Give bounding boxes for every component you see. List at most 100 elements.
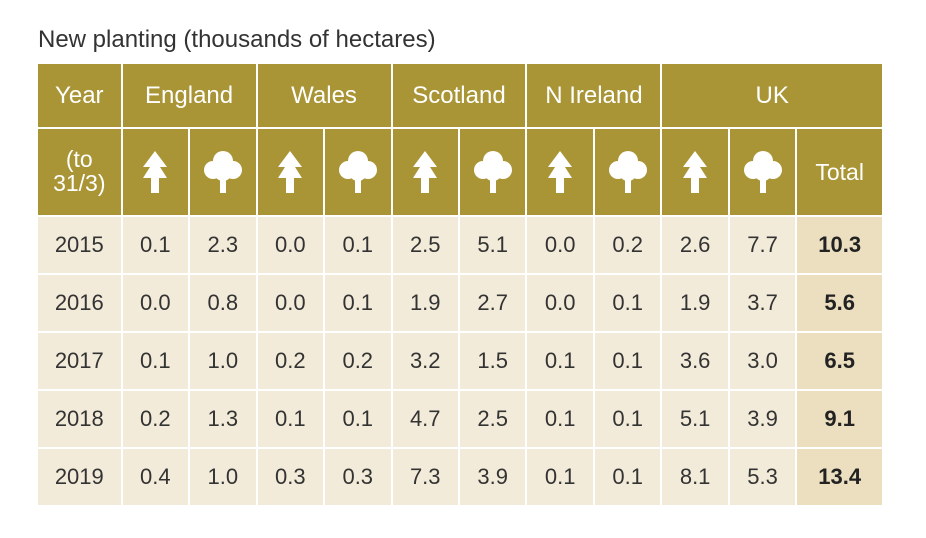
value-cell: 0.2 — [594, 215, 663, 273]
type-header-n-ireland-conifer — [527, 129, 595, 215]
value-cell: 1.5 — [459, 331, 528, 389]
value-cell: 3.6 — [662, 331, 730, 389]
table-title: New planting (thousands of hectares) — [38, 26, 436, 53]
value-cell: 0.8 — [190, 273, 258, 331]
value-cell: 0.1 — [122, 215, 191, 273]
total-header: Total — [797, 129, 882, 215]
value-cell: 0.1 — [527, 447, 595, 505]
new-planting-table: Year England Wales Scotland N Ireland UK… — [38, 64, 882, 505]
conifer-icon — [682, 151, 708, 193]
table-row: 2016 0.0 0.8 0.0 0.1 1.9 2.7 0.0 0.1 1.9 3.7 5.6 — [38, 273, 882, 331]
value-cell: 0.0 — [257, 215, 326, 273]
value-cell: 0.0 — [257, 273, 326, 331]
value-cell: 0.1 — [122, 331, 191, 389]
year-cell: 2019 — [38, 447, 123, 505]
value-cell: 3.9 — [459, 447, 528, 505]
value-cell: 7.7 — [729, 215, 798, 273]
value-cell: 5.3 — [729, 447, 798, 505]
total-cell: 5.6 — [797, 273, 882, 331]
type-header-scotland-conifer — [392, 129, 460, 215]
total-cell: 6.5 — [797, 331, 882, 389]
value-cell: 0.1 — [594, 389, 663, 447]
total-cell: 13.4 — [797, 447, 882, 505]
year-sub-line2: 31/3) — [53, 170, 106, 196]
value-cell: 0.4 — [122, 447, 191, 505]
table-row: 2017 0.1 1.0 0.2 0.2 3.2 1.5 0.1 0.1 3.6 3.0 6.5 — [38, 331, 882, 389]
region-header-n-ireland: N Ireland — [527, 64, 663, 129]
value-cell: 0.1 — [594, 447, 663, 505]
value-cell: 0.3 — [257, 447, 326, 505]
value-cell: 1.9 — [392, 273, 460, 331]
region-header-uk: UK — [662, 64, 882, 129]
value-cell: 1.9 — [662, 273, 730, 331]
year-sub-line1: (to — [65, 146, 93, 172]
table-body: 2015 0.1 2.3 0.0 0.1 2.5 5.1 0.0 0.2 2.6 7.7 10.3 20… — [38, 215, 882, 505]
conifer-icon — [142, 151, 168, 193]
value-cell: 0.1 — [325, 215, 393, 273]
total-cell: 9.1 — [797, 389, 882, 447]
year-cell: 2016 — [38, 273, 123, 331]
value-cell: 1.3 — [190, 389, 258, 447]
conifer-icon — [412, 151, 438, 193]
header-row-types: (to 31/3) Total — [38, 129, 882, 215]
type-header-n-ireland-broadleaf — [594, 129, 663, 215]
broadleaf-icon — [473, 151, 512, 193]
value-cell: 0.0 — [527, 215, 595, 273]
value-cell: 0.2 — [257, 331, 326, 389]
table-row: 2019 0.4 1.0 0.3 0.3 7.3 3.9 0.1 0.1 8.1 5.3 13.4 — [38, 447, 882, 505]
value-cell: 2.5 — [459, 389, 528, 447]
table-row: 2018 0.2 1.3 0.1 0.1 4.7 2.5 0.1 0.1 5.1 3.9 9.1 — [38, 389, 882, 447]
value-cell: 0.2 — [122, 389, 191, 447]
value-cell: 8.1 — [662, 447, 730, 505]
type-header-wales-conifer — [257, 129, 326, 215]
region-header-scotland: Scotland — [392, 64, 528, 129]
year-subheader: (to 31/3) — [38, 129, 123, 215]
type-header-england-conifer — [122, 129, 191, 215]
value-cell: 3.2 — [392, 331, 460, 389]
value-cell: 0.1 — [527, 331, 595, 389]
value-cell: 3.0 — [729, 331, 798, 389]
year-cell: 2017 — [38, 331, 123, 389]
type-header-wales-broadleaf — [325, 129, 393, 215]
type-header-uk-conifer — [662, 129, 730, 215]
value-cell: 0.1 — [325, 389, 393, 447]
conifer-icon — [277, 151, 303, 193]
broadleaf-icon — [743, 151, 782, 193]
table-row: 2015 0.1 2.3 0.0 0.1 2.5 5.1 0.0 0.2 2.6 7.7 10.3 — [38, 215, 882, 273]
broadleaf-icon — [338, 151, 377, 193]
value-cell: 0.1 — [527, 389, 595, 447]
value-cell: 2.6 — [662, 215, 730, 273]
value-cell: 0.3 — [325, 447, 393, 505]
broadleaf-icon — [608, 151, 647, 193]
value-cell: 5.1 — [459, 215, 528, 273]
value-cell: 5.1 — [662, 389, 730, 447]
value-cell: 1.0 — [190, 447, 258, 505]
broadleaf-icon — [203, 151, 242, 193]
value-cell: 0.0 — [527, 273, 595, 331]
region-header-wales: Wales — [257, 64, 393, 129]
value-cell: 3.9 — [729, 389, 798, 447]
value-cell: 2.7 — [459, 273, 528, 331]
type-header-scotland-broadleaf — [459, 129, 528, 215]
value-cell: 4.7 — [392, 389, 460, 447]
year-header: Year — [38, 64, 123, 129]
value-cell: 7.3 — [392, 447, 460, 505]
value-cell: 0.1 — [594, 273, 663, 331]
total-cell: 10.3 — [797, 215, 882, 273]
header-row-regions: Year England Wales Scotland N Ireland UK — [38, 64, 882, 129]
value-cell: 1.0 — [190, 331, 258, 389]
value-cell: 3.7 — [729, 273, 798, 331]
type-header-england-broadleaf — [190, 129, 258, 215]
conifer-icon — [547, 151, 573, 193]
value-cell: 0.2 — [325, 331, 393, 389]
value-cell: 0.1 — [594, 331, 663, 389]
value-cell: 2.3 — [190, 215, 258, 273]
value-cell: 0.1 — [325, 273, 393, 331]
value-cell: 2.5 — [392, 215, 460, 273]
value-cell: 0.1 — [257, 389, 326, 447]
value-cell: 0.0 — [122, 273, 191, 331]
year-cell: 2015 — [38, 215, 123, 273]
type-header-uk-broadleaf — [729, 129, 798, 215]
region-header-england: England — [122, 64, 258, 129]
year-cell: 2018 — [38, 389, 123, 447]
